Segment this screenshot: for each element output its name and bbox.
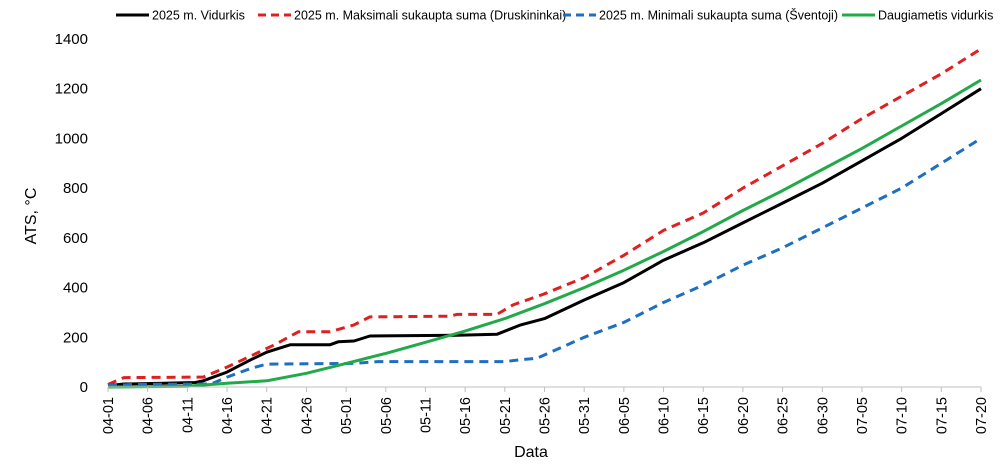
x-tick-label: 04-16: [220, 397, 236, 434]
x-tick-label: 07-15: [934, 397, 950, 434]
x-tick-label: 06-30: [815, 397, 831, 434]
x-tick-label: 04-26: [299, 397, 315, 434]
x-tick-label: 05-31: [577, 397, 593, 434]
x-tick-label: 06-10: [657, 397, 673, 434]
x-tick-label: 05-21: [498, 397, 514, 434]
y-tick-label: 1200: [55, 81, 88, 98]
x-tick-label: 05-01: [339, 397, 355, 434]
x-axis-title: Data: [514, 444, 548, 461]
y-tick-label: 200: [63, 329, 88, 346]
x-tick-label: 07-05: [855, 397, 871, 434]
series-line-4: [107, 78, 982, 389]
x-tick-label: 04-21: [260, 397, 276, 434]
x-tick-label: 04-01: [101, 397, 117, 434]
x-tick-label: 07-10: [895, 397, 911, 434]
y-tick-label: 800: [63, 180, 88, 197]
x-tick-label: 06-15: [696, 397, 712, 434]
y-tick-label: 600: [63, 230, 88, 247]
legend-label-2: 2025 m. Maksimali sukaupta suma (Druskin…: [294, 9, 566, 23]
legend-label-3: 2025 m. Minimali sukaupta suma (Šventoji…: [599, 8, 838, 23]
legend-label-4: Daugiametis vidurkis: [878, 9, 993, 23]
y-axis: 0 200 400 600 800 1000 1200 1400: [55, 31, 88, 396]
x-tick-label: 06-25: [776, 397, 792, 434]
y-axis-title: ATS, °C: [23, 188, 40, 245]
x-tick-label: 05-26: [538, 397, 554, 434]
y-tick-label: 1400: [55, 31, 88, 48]
legend-label-1: 2025 m. Vidurkis: [152, 9, 245, 23]
x-tick-label: 05-16: [458, 397, 474, 434]
x-tick-label: 04-11: [180, 397, 196, 433]
x-tick-label: 04-06: [141, 397, 157, 434]
y-tick-label: 400: [63, 280, 88, 297]
series-line-2: [107, 47, 982, 386]
y-tick-label: 0: [80, 379, 88, 396]
series-line-1: [107, 87, 982, 388]
legend: 2025 m. Vidurkis 2025 m. Maksimali sukaup…: [116, 8, 993, 23]
x-tick-label: 07-20: [974, 397, 990, 434]
plot-area: [107, 47, 982, 389]
y-tick-label: 1000: [55, 130, 88, 147]
x-tick-label: 06-20: [736, 397, 752, 434]
x-tick-label: 05-06: [379, 397, 395, 434]
x-axis: 04-01 04-06 04-11 04-16 04-21 04-26 05-01 05-06…: [101, 386, 990, 434]
x-tick-label: 05-11: [418, 397, 434, 433]
x-tick-label: 06-05: [617, 397, 633, 434]
series-line-3: [107, 137, 982, 388]
